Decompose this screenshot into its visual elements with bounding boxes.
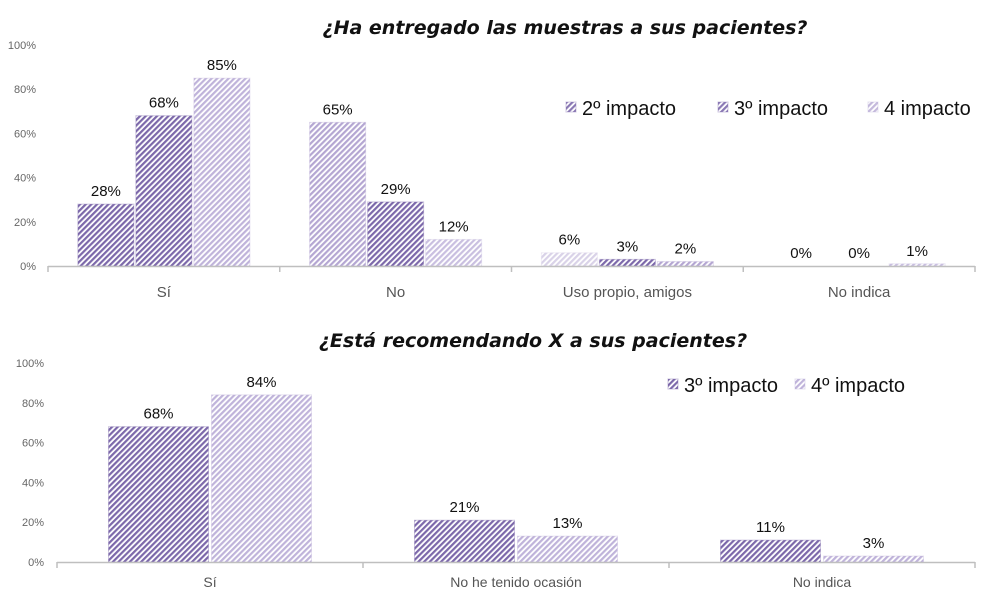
y-tick-label: 0% xyxy=(28,557,44,569)
legend-label: 4 impacto xyxy=(884,98,971,120)
x-axis-categories: Sí No he tenido ocasión No indica xyxy=(203,574,851,590)
x-axis xyxy=(57,562,975,568)
x-category-label: Sí xyxy=(157,284,172,301)
chart-samples-delivered: ¿Ha entregado las muestras a sus pacient… xyxy=(8,17,975,301)
bar xyxy=(721,540,821,562)
legend-label: 2º impacto xyxy=(582,98,676,120)
data-label: 3% xyxy=(617,238,639,255)
bar xyxy=(415,520,515,562)
y-axis-ticks: 0% 20% 40% 60% 80% 100% xyxy=(8,40,36,273)
x-category-label: Sí xyxy=(203,574,216,590)
bar xyxy=(518,536,618,562)
legend-label: 3º impacto xyxy=(734,98,828,120)
data-label: 1% xyxy=(906,243,928,260)
data-label: 3% xyxy=(863,535,885,552)
data-label: 6% xyxy=(559,232,581,249)
legend-swatch xyxy=(566,102,576,112)
data-label: 0% xyxy=(848,245,870,262)
y-tick-label: 60% xyxy=(14,128,36,140)
legend-item: 4º impacto xyxy=(795,375,905,397)
chart-recommending-x: ¿Está recomendando X a sus pacientes? 0%… xyxy=(16,330,975,590)
bar xyxy=(212,395,312,562)
y-tick-label: 0% xyxy=(20,261,36,273)
y-tick-label: 80% xyxy=(22,398,44,410)
bar xyxy=(426,239,482,266)
y-tick-label: 100% xyxy=(16,358,44,370)
y-tick-label: 40% xyxy=(22,477,44,489)
data-label: 84% xyxy=(246,374,276,391)
data-label: 2% xyxy=(675,241,697,258)
x-category-label: No he tenido ocasión xyxy=(450,574,582,590)
bar xyxy=(194,78,250,266)
bar xyxy=(310,122,366,266)
legend-swatch xyxy=(795,379,805,389)
data-label: 68% xyxy=(149,95,179,112)
data-label: 29% xyxy=(381,181,411,198)
legend: 2º impacto 3º impacto 4 impacto xyxy=(566,98,971,120)
legend-label: 3º impacto xyxy=(684,375,778,397)
bar xyxy=(136,116,192,266)
chart-title: ¿Está recomendando X a sus pacientes? xyxy=(319,330,747,352)
legend-item: 3º impacto xyxy=(668,375,778,397)
bars xyxy=(109,395,924,562)
bar xyxy=(109,427,209,562)
y-tick-label: 100% xyxy=(8,40,36,52)
legend-item: 4 impacto xyxy=(868,98,971,120)
bar xyxy=(824,556,924,562)
bar xyxy=(889,264,945,266)
data-label: 11% xyxy=(756,519,785,536)
data-label: 85% xyxy=(207,57,237,74)
bar xyxy=(368,202,424,266)
y-tick-label: 20% xyxy=(22,517,44,529)
legend-swatch xyxy=(718,102,728,112)
y-tick-label: 20% xyxy=(14,217,36,229)
legend-swatch xyxy=(868,102,878,112)
data-label: 65% xyxy=(323,101,353,118)
x-axis xyxy=(48,266,975,272)
y-tick-label: 80% xyxy=(14,84,36,96)
y-axis-ticks: 0% 20% 40% 60% 80% 100% xyxy=(16,358,44,569)
legend-swatch xyxy=(668,379,678,389)
x-axis-categories: Sí No Uso propio, amigos No indica xyxy=(157,284,891,301)
legend-item: 3º impacto xyxy=(718,98,828,120)
data-label: 0% xyxy=(790,245,812,262)
data-label: 68% xyxy=(143,406,173,423)
bar xyxy=(599,259,655,266)
data-label: 12% xyxy=(439,218,469,235)
x-category-label: No indica xyxy=(793,574,852,590)
y-tick-label: 60% xyxy=(22,438,44,450)
bar xyxy=(78,204,134,266)
data-label: 21% xyxy=(449,499,479,516)
legend-item: 2º impacto xyxy=(566,98,676,120)
bar xyxy=(541,253,597,266)
data-label: 28% xyxy=(91,183,121,200)
bar xyxy=(657,262,713,266)
chart-title: ¿Ha entregado las muestras a sus pacient… xyxy=(323,17,808,39)
x-category-label: Uso propio, amigos xyxy=(563,284,692,301)
data-label: 13% xyxy=(552,515,582,532)
legend-label: 4º impacto xyxy=(811,375,905,397)
x-category-label: No indica xyxy=(828,284,891,301)
x-category-label: No xyxy=(386,284,405,301)
legend: 3º impacto 4º impacto xyxy=(668,375,905,397)
y-tick-label: 40% xyxy=(14,173,36,185)
